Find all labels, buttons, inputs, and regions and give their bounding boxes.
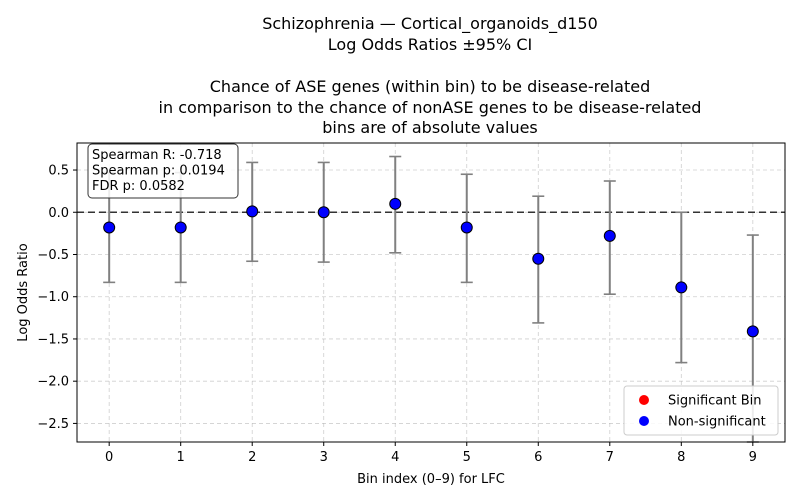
x-tick-label: 3 bbox=[320, 450, 328, 465]
x-axis-ticks: 0 1 2 3 4 5 6 7 8 9 bbox=[105, 442, 757, 465]
data-point bbox=[103, 221, 116, 234]
data-point bbox=[389, 197, 402, 210]
title-line: Log Odds Ratios ±95% CI bbox=[328, 35, 532, 54]
y-axis-ticks: 0.5 0.0 −0.5 −1.0 −1.5 −2.0 −2.5 bbox=[37, 164, 77, 432]
x-tick-label: 7 bbox=[606, 450, 614, 465]
y-axis-label: Log Odds Ratio bbox=[16, 243, 31, 341]
data-point bbox=[460, 221, 473, 234]
stats-line: FDR p: 0.0582 bbox=[92, 179, 185, 194]
y-tick-label: −1.0 bbox=[37, 290, 69, 305]
x-tick-label: 1 bbox=[177, 450, 185, 465]
data-point bbox=[746, 325, 759, 338]
title-line: in comparison to the chance of nonASE ge… bbox=[159, 98, 702, 117]
data-point bbox=[317, 206, 330, 219]
data-point bbox=[603, 229, 616, 242]
x-tick-label: 6 bbox=[534, 450, 542, 465]
data-point bbox=[675, 281, 688, 294]
legend-label: Non-significant bbox=[668, 415, 766, 430]
x-tick-label: 2 bbox=[248, 450, 256, 465]
legend-marker bbox=[639, 416, 649, 426]
title-line: bins are of absolute values bbox=[322, 118, 538, 137]
x-tick-label: 5 bbox=[463, 450, 471, 465]
x-axis-label: Bin index (0–9) for LFC bbox=[357, 472, 505, 487]
x-tick-label: 4 bbox=[391, 450, 399, 465]
title-line: Chance of ASE genes (within bin) to be d… bbox=[210, 77, 651, 96]
stats-box bbox=[87, 143, 239, 199]
y-tick-label: 0.0 bbox=[48, 206, 69, 221]
x-tick-label: 0 bbox=[105, 450, 113, 465]
x-tick-label: 9 bbox=[749, 450, 757, 465]
legend-marker bbox=[639, 395, 649, 405]
title-line: Schizophrenia — Cortical_organoids_d150 bbox=[262, 14, 598, 34]
data-point bbox=[532, 252, 545, 265]
plot-area-frame bbox=[76, 142, 786, 443]
y-tick-label: −1.5 bbox=[37, 332, 69, 347]
data-point bbox=[246, 205, 259, 218]
stats-line: Spearman p: 0.0194 bbox=[92, 164, 225, 179]
data-points bbox=[103, 197, 759, 338]
legend: Significant Bin Non-significant bbox=[623, 385, 779, 436]
chart-title: Schizophrenia — Cortical_organoids_d150L… bbox=[159, 14, 702, 137]
x-tick-label: 8 bbox=[677, 450, 685, 465]
y-tick-label: −2.5 bbox=[37, 417, 69, 432]
legend-label: Significant Bin bbox=[668, 394, 762, 409]
y-tick-label: −2.0 bbox=[37, 375, 69, 390]
stats-line: Spearman R: -0.718 bbox=[92, 148, 222, 163]
y-tick-label: −0.5 bbox=[37, 248, 69, 263]
y-tick-label: 0.5 bbox=[48, 164, 69, 179]
data-point bbox=[174, 221, 187, 234]
legend-box bbox=[623, 385, 779, 436]
